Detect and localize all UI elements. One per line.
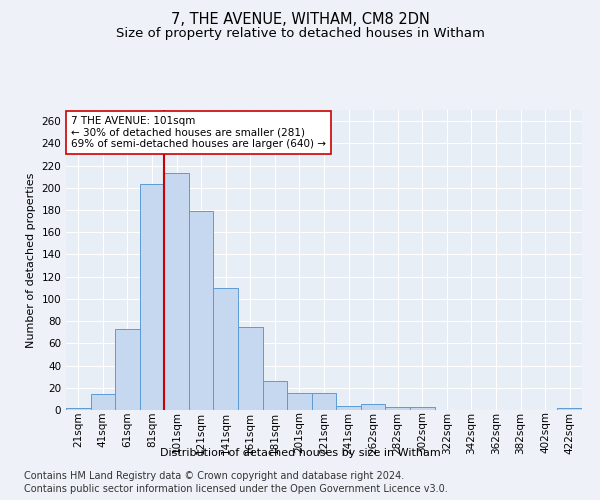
Bar <box>263 381 287 410</box>
Bar <box>361 404 385 410</box>
Bar <box>140 184 164 410</box>
Text: 7 THE AVENUE: 101sqm
← 30% of detached houses are smaller (281)
69% of semi-deta: 7 THE AVENUE: 101sqm ← 30% of detached h… <box>71 116 326 149</box>
Bar <box>164 174 189 410</box>
Bar <box>385 406 410 410</box>
Bar <box>287 394 312 410</box>
Bar <box>115 329 140 410</box>
Bar <box>66 408 91 410</box>
Text: 7, THE AVENUE, WITHAM, CM8 2DN: 7, THE AVENUE, WITHAM, CM8 2DN <box>170 12 430 28</box>
Text: Contains public sector information licensed under the Open Government Licence v3: Contains public sector information licen… <box>24 484 448 494</box>
Bar <box>238 326 263 410</box>
Text: Contains HM Land Registry data © Crown copyright and database right 2024.: Contains HM Land Registry data © Crown c… <box>24 471 404 481</box>
Bar <box>312 394 336 410</box>
Bar <box>410 406 434 410</box>
Text: Size of property relative to detached houses in Witham: Size of property relative to detached ho… <box>116 28 484 40</box>
Y-axis label: Number of detached properties: Number of detached properties <box>26 172 36 348</box>
Bar <box>91 394 115 410</box>
Bar <box>214 288 238 410</box>
Bar <box>336 406 361 410</box>
Text: Distribution of detached houses by size in Witham: Distribution of detached houses by size … <box>160 448 440 458</box>
Bar <box>189 211 214 410</box>
Bar <box>557 408 582 410</box>
